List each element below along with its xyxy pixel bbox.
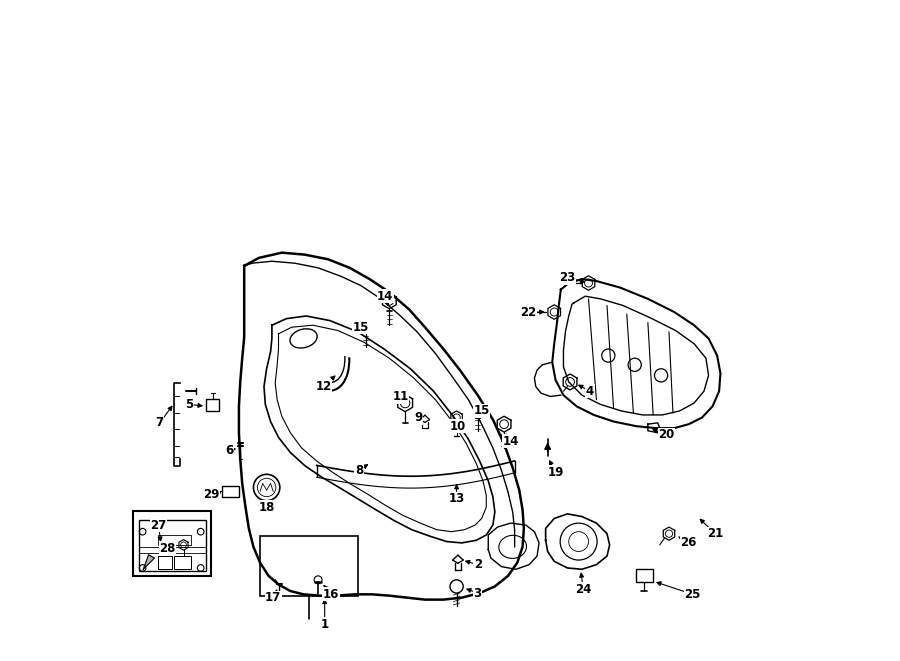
Text: 14: 14: [377, 290, 393, 303]
Text: 13: 13: [448, 492, 464, 505]
Text: 5: 5: [185, 398, 193, 411]
Text: 11: 11: [392, 390, 409, 403]
Text: 4: 4: [586, 385, 594, 398]
Text: 25: 25: [685, 588, 701, 601]
Text: 15: 15: [473, 405, 490, 418]
Text: 29: 29: [203, 488, 220, 500]
Text: 7: 7: [156, 416, 164, 430]
Bar: [158, 535, 192, 545]
Text: 23: 23: [559, 271, 575, 284]
Text: 18: 18: [258, 501, 274, 514]
Text: 28: 28: [159, 541, 176, 555]
Bar: [206, 399, 219, 411]
Text: 20: 20: [658, 428, 674, 442]
Text: 10: 10: [450, 420, 466, 433]
Text: 9: 9: [414, 411, 422, 424]
Bar: [139, 520, 206, 571]
Text: 3: 3: [473, 586, 482, 600]
Text: 22: 22: [519, 305, 536, 319]
Bar: [133, 511, 212, 576]
Text: 1: 1: [320, 617, 328, 631]
Text: 27: 27: [150, 519, 166, 531]
Bar: [222, 486, 239, 496]
Bar: [175, 556, 191, 569]
Text: 2: 2: [473, 558, 482, 571]
Bar: [636, 569, 652, 582]
Text: 15: 15: [353, 321, 369, 334]
Text: 16: 16: [323, 588, 339, 601]
Text: 6: 6: [225, 444, 233, 457]
Text: 26: 26: [680, 536, 697, 549]
Bar: [260, 536, 357, 596]
Text: 24: 24: [575, 582, 591, 596]
Text: 12: 12: [315, 380, 331, 393]
Polygon shape: [143, 555, 155, 569]
Text: 19: 19: [547, 466, 563, 479]
Text: 21: 21: [707, 527, 724, 540]
Text: 8: 8: [355, 464, 363, 477]
Text: 14: 14: [502, 435, 519, 447]
Text: 17: 17: [266, 591, 282, 604]
Bar: [158, 556, 172, 569]
